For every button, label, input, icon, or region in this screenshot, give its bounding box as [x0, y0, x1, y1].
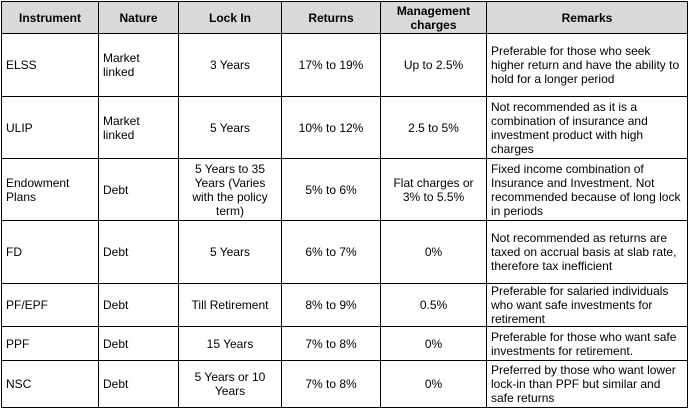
- header-management-charges: Management charges: [380, 1, 487, 34]
- charges-cell: 0%: [380, 360, 487, 408]
- returns-cell: 5% to 6%: [281, 158, 381, 221]
- remarks-cell: Preferable for salaried individuals who …: [486, 283, 688, 327]
- table-row: ELSS Market linked 3 Years 17% to 19% Up…: [1, 33, 688, 97]
- charges-cell: 0.5%: [380, 283, 487, 327]
- remarks-cell: Not recommended as returns are taxed on …: [486, 220, 688, 284]
- instrument-cell: Endowment Plans: [1, 158, 99, 221]
- nature-cell: Debt: [98, 283, 179, 327]
- remarks-cell: Fixed income combination of Insurance an…: [486, 158, 688, 221]
- nature-cell: Debt: [98, 158, 179, 221]
- table-row: Endowment Plans Debt 5 Years to 35 Years…: [1, 158, 688, 221]
- table-row: NSC Debt 5 Years or 10 Years 7% to 8% 0%…: [1, 360, 688, 408]
- table-row: FD Debt 5 Years 6% to 7% 0% Not recommen…: [1, 220, 688, 284]
- header-instrument: Instrument: [1, 1, 99, 34]
- header-remarks: Remarks: [486, 1, 688, 34]
- remarks-cell: Preferred by those who want lower lock-i…: [486, 360, 688, 408]
- table-row: PPF Debt 15 Years 7% to 8% 0% Preferable…: [1, 326, 688, 361]
- lock-in-cell: 5 Years: [178, 220, 282, 284]
- lock-in-cell: Till Retirement: [178, 283, 282, 327]
- charges-cell: Up to 2.5%: [380, 33, 487, 97]
- header-returns: Returns: [281, 1, 381, 34]
- lock-in-cell: 3 Years: [178, 33, 282, 97]
- charges-cell: 0%: [380, 326, 487, 361]
- instrument-cell: ULIP: [1, 96, 99, 159]
- lock-in-cell: 15 Years: [178, 326, 282, 361]
- returns-cell: 8% to 9%: [281, 283, 381, 327]
- instrument-cell: FD: [1, 220, 99, 284]
- returns-cell: 7% to 8%: [281, 326, 381, 361]
- nature-cell: Market linked: [98, 33, 179, 97]
- lock-in-cell: 5 Years: [178, 96, 282, 159]
- nature-cell: Debt: [98, 326, 179, 361]
- nature-cell: Market linked: [98, 96, 179, 159]
- returns-cell: 17% to 19%: [281, 33, 381, 97]
- nature-cell: Debt: [98, 220, 179, 284]
- table-header-row: Instrument Nature Lock In Returns Manage…: [1, 1, 688, 34]
- instrument-cell: PF/EPF: [1, 283, 99, 327]
- lock-in-cell: 5 Years or 10 Years: [178, 360, 282, 408]
- lock-in-cell: 5 Years to 35 Years (Varies with the pol…: [178, 158, 282, 221]
- remarks-cell: Preferable for those who want safe inves…: [486, 326, 688, 361]
- instrument-cell: NSC: [1, 360, 99, 408]
- nature-cell: Debt: [98, 360, 179, 408]
- returns-cell: 6% to 7%: [281, 220, 381, 284]
- remarks-cell: Not recommended as it is a combination o…: [486, 96, 688, 159]
- charges-cell: Flat charges or 3% to 5.5%: [380, 158, 487, 221]
- remarks-cell: Preferable for those who seek higher ret…: [486, 33, 688, 97]
- instrument-cell: PPF: [1, 326, 99, 361]
- returns-cell: 10% to 12%: [281, 96, 381, 159]
- table-row: ULIP Market linked 5 Years 10% to 12% 2.…: [1, 96, 688, 159]
- returns-cell: 7% to 8%: [281, 360, 381, 408]
- charges-cell: 2.5 to 5%: [380, 96, 487, 159]
- header-nature: Nature: [98, 1, 179, 34]
- charges-cell: 0%: [380, 220, 487, 284]
- instrument-cell: ELSS: [1, 33, 99, 97]
- header-lock-in: Lock In: [178, 1, 282, 34]
- table-row: PF/EPF Debt Till Retirement 8% to 9% 0.5…: [1, 283, 688, 327]
